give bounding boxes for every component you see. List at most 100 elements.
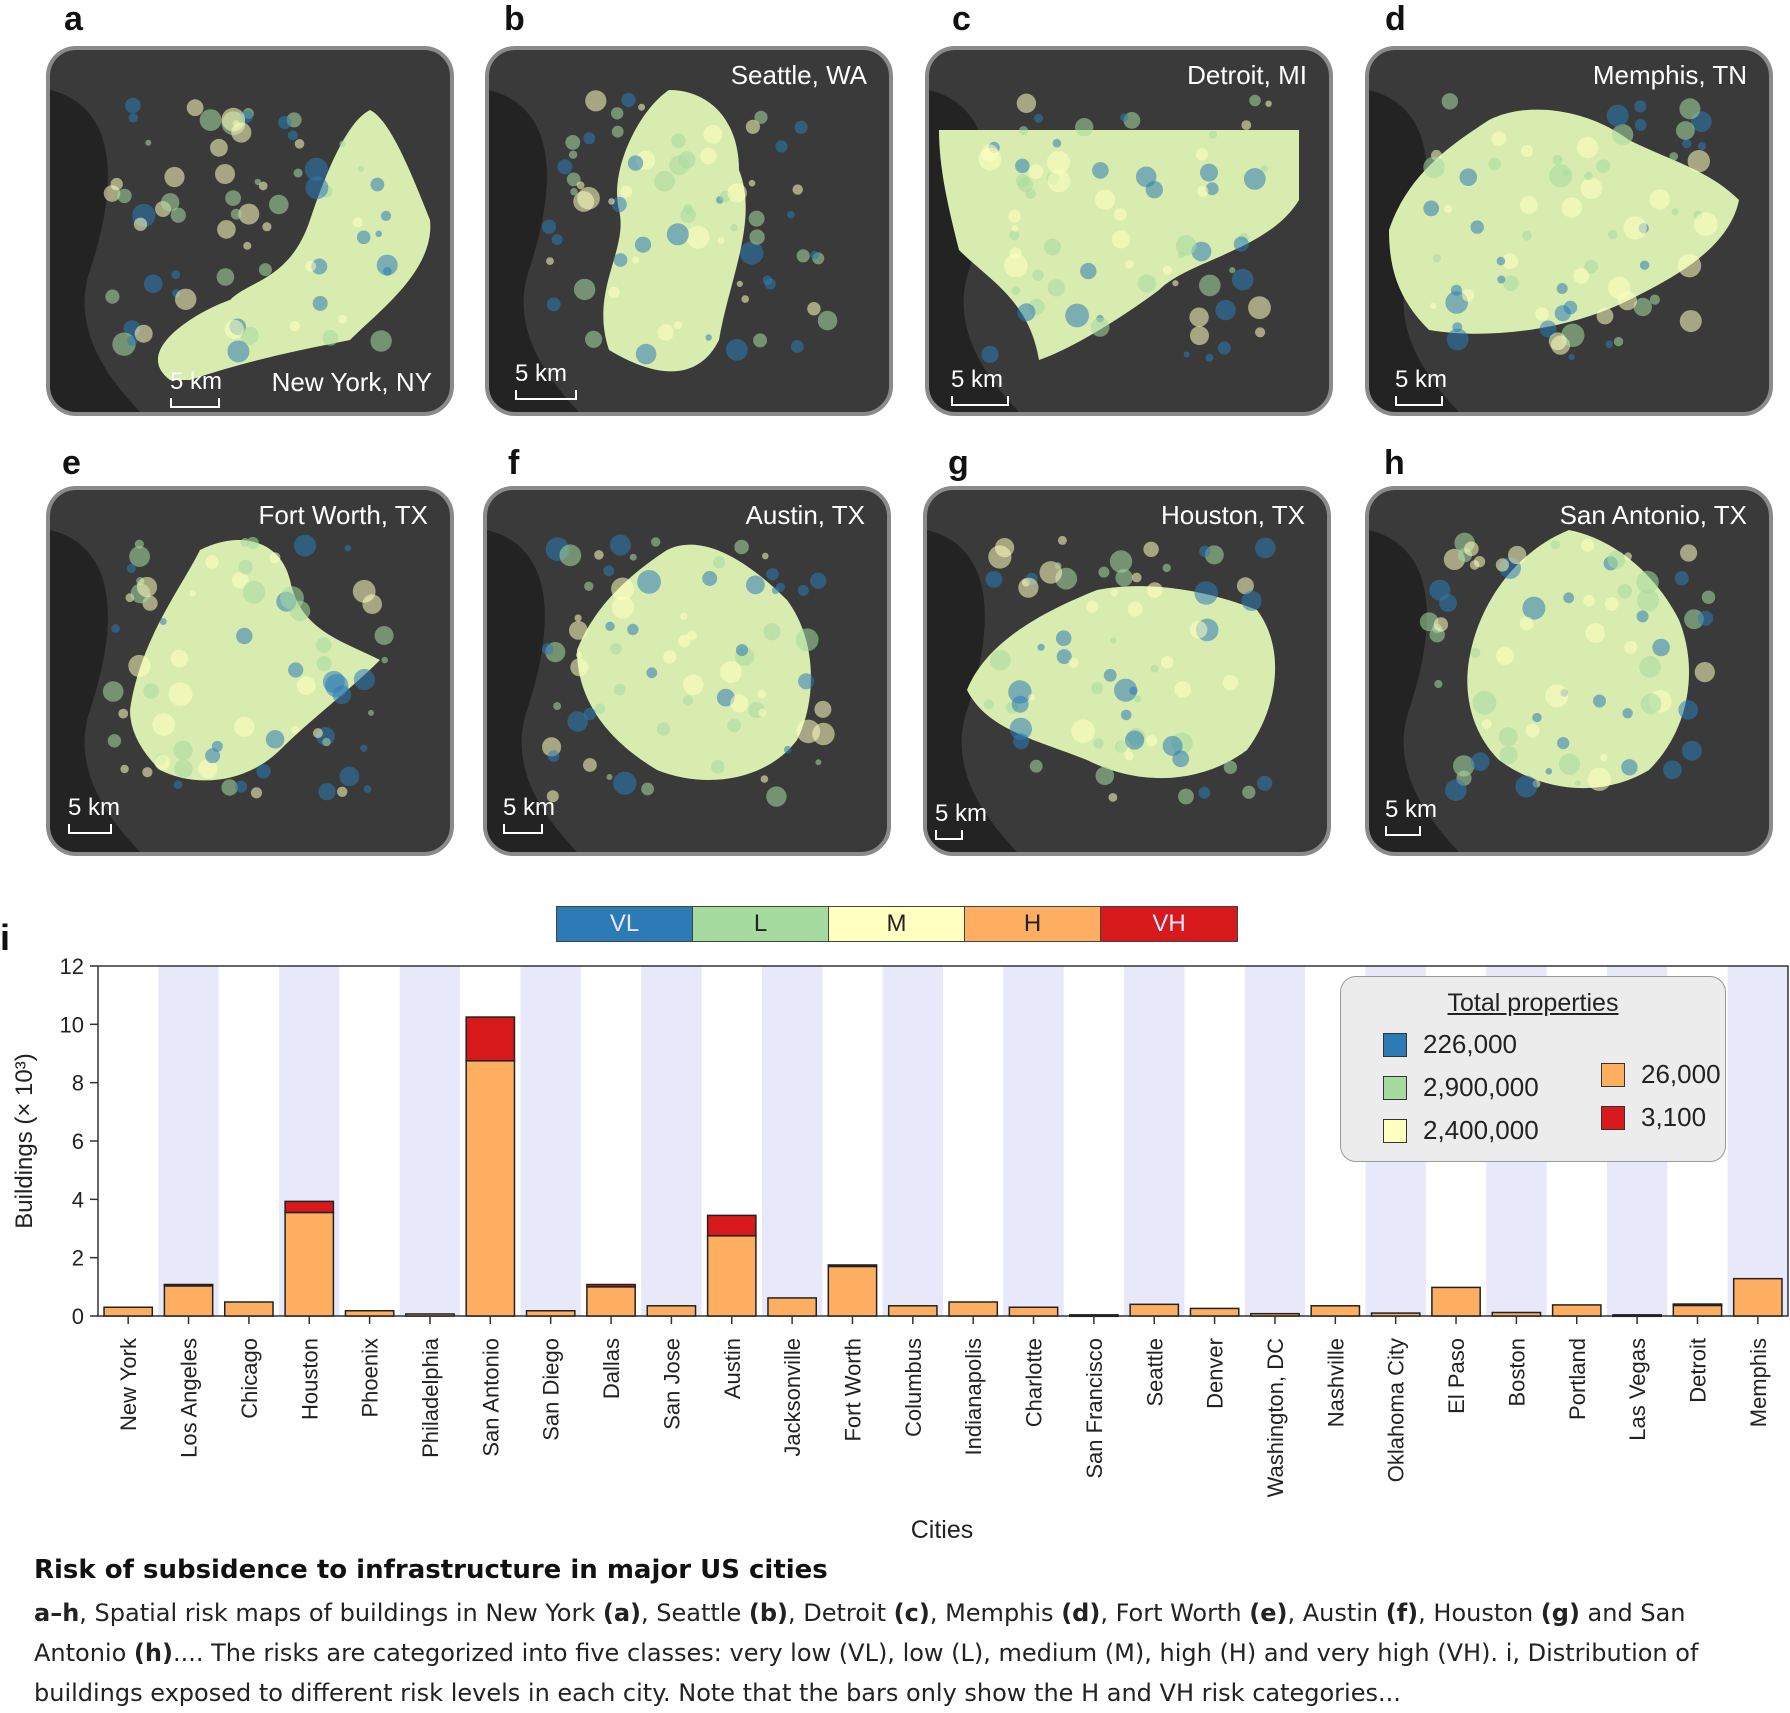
caption-segment: (d) [1061, 1599, 1101, 1627]
category-band [882, 966, 943, 1316]
scale-bar: 5 km [935, 800, 988, 840]
scale-label: 5 km [1385, 796, 1438, 823]
bar-vh [706, 1214, 757, 1237]
x-tick-label: Houston [297, 1338, 322, 1420]
total-properties-value: 3,100 [1641, 1102, 1707, 1132]
total-properties-item: 2,900,000 [1383, 1072, 1539, 1103]
bar-h [284, 1211, 335, 1317]
bar-h [827, 1265, 878, 1317]
caption-segment: , Fort Worth [1100, 1599, 1250, 1627]
bar-h [1189, 1307, 1240, 1317]
caption-lead: a–h [34, 1599, 80, 1627]
total-properties-value: 2,400,000 [1423, 1115, 1539, 1145]
bar-h [948, 1301, 999, 1317]
scale-bar: 5 km [1385, 796, 1438, 836]
scale-bar-line [935, 830, 963, 840]
scale-bar: 5 km [515, 360, 577, 400]
panel-letter-e: e [62, 444, 81, 482]
category-band [520, 966, 581, 1316]
legend-swatch [1601, 1062, 1625, 1087]
y-tick-label: 0 [72, 1304, 84, 1329]
bar-h [525, 1310, 576, 1317]
bar-h [1129, 1303, 1180, 1317]
category-band [1124, 966, 1185, 1316]
x-tick-label: Las Vegas [1625, 1338, 1650, 1441]
city-label: New York, NY [271, 367, 432, 397]
x-tick-label: San Francisco [1082, 1338, 1107, 1479]
x-tick-label: Columbus [901, 1338, 926, 1437]
risk-class-m: M [829, 907, 965, 941]
x-tick-label: Indianapolis [961, 1338, 986, 1455]
category-band [641, 966, 702, 1316]
map-graphic [1369, 530, 1716, 852]
scale-bar-line [1385, 826, 1421, 836]
x-tick-label: New York [116, 1337, 141, 1431]
total-properties-item: 226,000 [1383, 1029, 1517, 1060]
x-tick-label: Boston [1504, 1338, 1529, 1407]
map-graphic [50, 90, 431, 412]
panel-letter-f: f [508, 444, 520, 482]
caption-segment: , Memphis [929, 1599, 1062, 1627]
scale-bar-line [1395, 396, 1443, 406]
caption-segment: , Austin [1287, 1599, 1386, 1627]
category-band [761, 966, 823, 1316]
bar-vh [465, 1016, 516, 1062]
map-graphic [1369, 90, 1739, 412]
scale-label: 5 km [951, 366, 1004, 393]
city-label: Austin, TX [745, 500, 865, 530]
scale-label: 5 km [68, 794, 121, 821]
panel-letter-i: i [0, 917, 10, 958]
x-tick-label: San Diego [539, 1338, 564, 1441]
x-tick-label: Nashville [1323, 1338, 1348, 1427]
x-tick-label: Memphis [1746, 1338, 1771, 1427]
bar-h [344, 1310, 395, 1317]
bar-h [1491, 1311, 1542, 1317]
panel-letter-c: c [952, 0, 971, 38]
bar-vh [586, 1283, 636, 1288]
caption-segment: .... The risks are categorized into five… [34, 1639, 1699, 1707]
panel-letter-g: g [948, 444, 969, 482]
city-label: Houston, TX [1160, 500, 1305, 530]
city-label: Memphis, TN [1592, 60, 1747, 90]
caption-segment: (e) [1249, 1599, 1288, 1627]
scale-bar-line [951, 396, 1009, 406]
bar-h [103, 1306, 154, 1317]
risk-map-g: Houston, TX 5 km [923, 486, 1331, 856]
total-properties-value: 26,000 [1641, 1059, 1721, 1089]
bar-h [767, 1297, 818, 1317]
bar-h [1370, 1312, 1421, 1317]
bar-vh [163, 1283, 214, 1287]
panel-letter-b: b [504, 0, 525, 38]
y-axis-label: Buildings (× 10³) [11, 1053, 38, 1228]
risk-map-d: Memphis, TN 5 km [1365, 46, 1773, 416]
map-graphic [927, 530, 1276, 852]
risk-class-vh: VH [1101, 907, 1237, 941]
risk-class-l: L [693, 907, 829, 941]
bar-h [465, 1060, 516, 1317]
category-band [158, 966, 219, 1316]
panel-letter-h: h [1384, 444, 1405, 482]
x-tick-label: Washington, DC [1263, 1338, 1288, 1497]
caption-segment: (f) [1385, 1599, 1419, 1627]
x-tick-label: Seattle [1142, 1338, 1167, 1407]
scale-bar-line [170, 398, 220, 408]
scale-label: 5 km [170, 368, 223, 395]
y-tick-label: 8 [72, 1071, 84, 1096]
city-label: San Antonio, TX [1559, 500, 1747, 530]
map-graphic [929, 90, 1299, 412]
bar-h [646, 1305, 697, 1317]
map-graphic [489, 90, 838, 412]
total-properties-value: 226,000 [1423, 1029, 1517, 1059]
total-properties-item: 26,000 [1601, 1059, 1721, 1090]
bar-h [586, 1286, 636, 1317]
scale-bar: 5 km [1395, 366, 1447, 406]
scale-label: 5 km [935, 800, 988, 827]
scale-label: 5 km [515, 360, 568, 387]
map-graphic [487, 530, 835, 852]
figure-caption: Risk of subsidence to infrastructure in … [34, 1555, 1764, 1713]
scale-bar-line [515, 390, 577, 400]
total-properties-item: 2,400,000 [1383, 1115, 1539, 1146]
bar-h [887, 1305, 938, 1317]
city-label: Fort Worth, TX [258, 500, 428, 530]
bar-h [1672, 1304, 1723, 1317]
